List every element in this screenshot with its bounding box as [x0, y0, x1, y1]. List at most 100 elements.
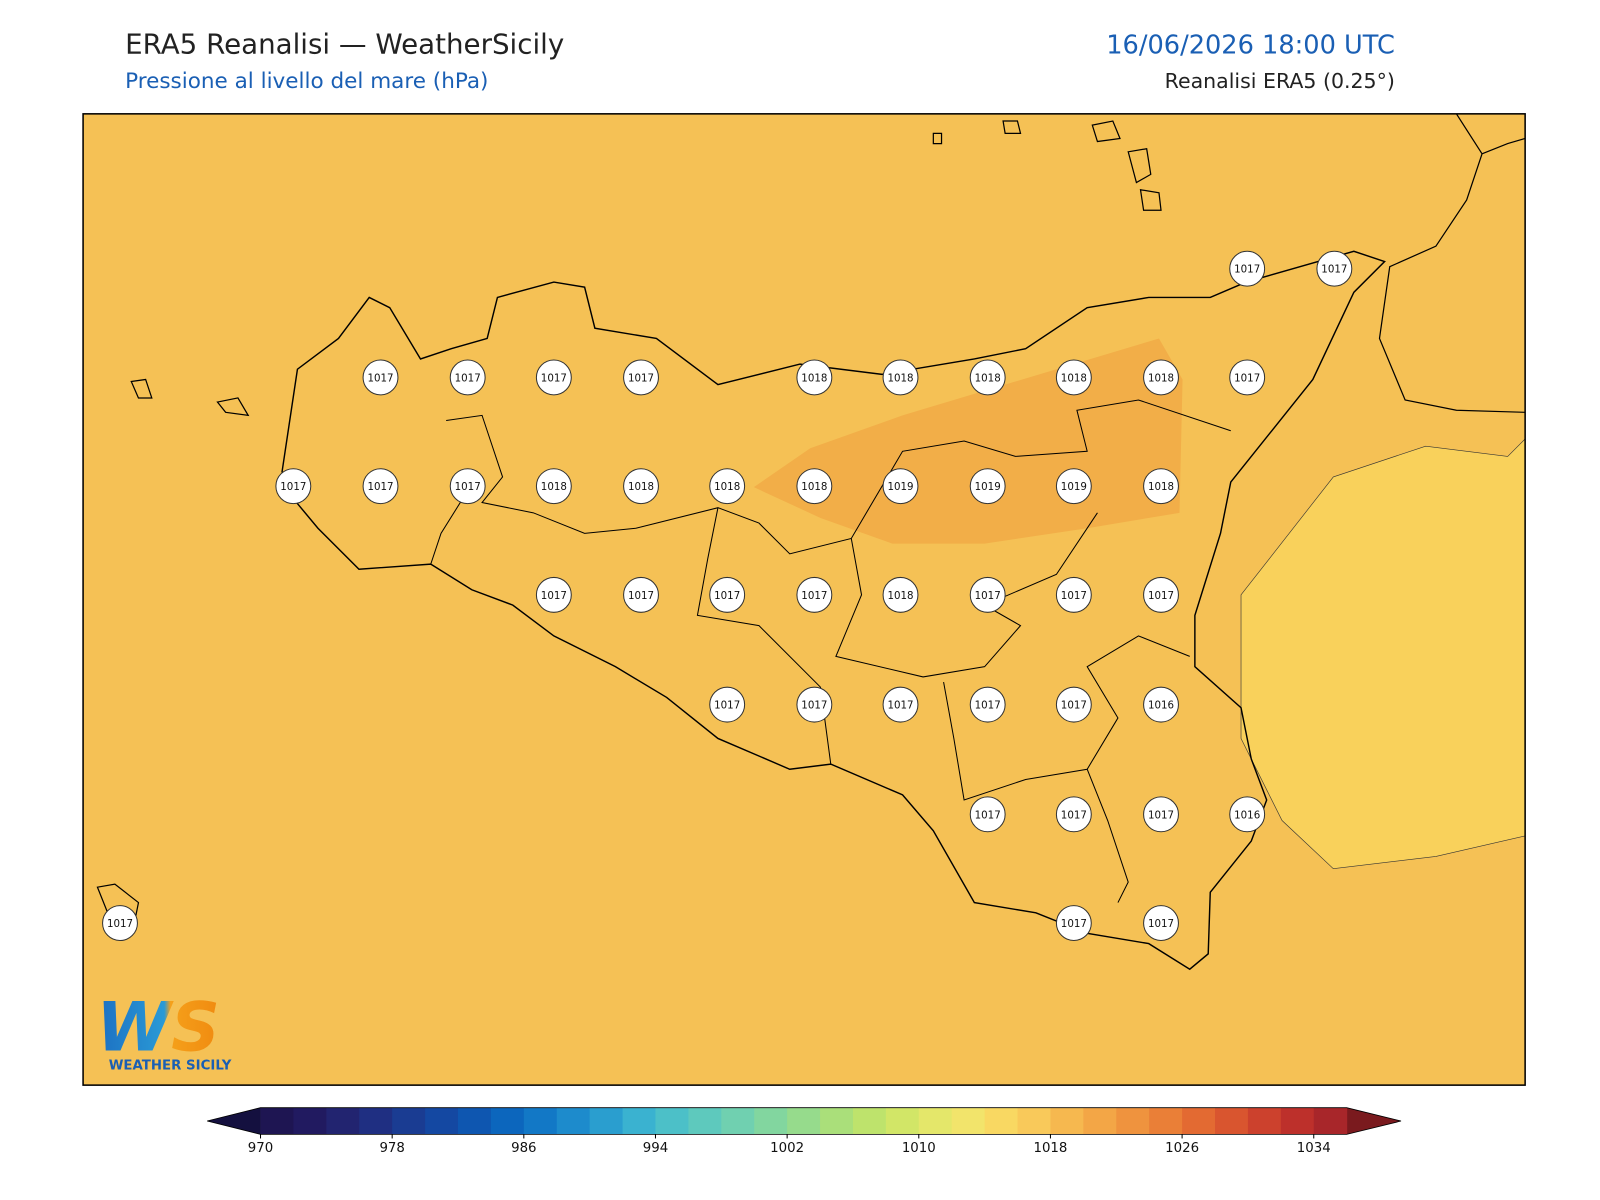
station-value: 1017: [975, 700, 1001, 712]
colorbar-segment: [1247, 1107, 1282, 1135]
colorbar-segment: [885, 1107, 920, 1135]
station-value: 1018: [887, 372, 913, 384]
colorbar-segment: [951, 1107, 986, 1135]
colorbar-tick-label: 1002: [770, 1141, 804, 1156]
colorbar-under: [207, 1107, 261, 1135]
station-value: 1018: [801, 481, 827, 493]
colorbar-segment: [1050, 1107, 1084, 1135]
station-value: 1019: [887, 481, 913, 493]
station: 1017: [969, 576, 1006, 613]
colorbar-tick-label: 994: [643, 1141, 668, 1156]
station-marker: [882, 686, 919, 723]
station-value: 1016: [1148, 700, 1174, 712]
station: 1017: [796, 686, 833, 723]
station: 1018: [535, 468, 572, 505]
map-frame: [82, 113, 1526, 1086]
station-marker: [1143, 905, 1179, 942]
station-value: 1017: [887, 700, 913, 712]
colorbar-segment: [1017, 1107, 1051, 1135]
colorbar-segment: [556, 1107, 591, 1135]
logo-text: WEATHER SICILY: [109, 1059, 232, 1074]
station-value: 1017: [1148, 590, 1174, 602]
colorbar-tick-label: 970: [248, 1141, 273, 1156]
station: 1017: [275, 468, 312, 505]
station-value: 1018: [541, 481, 567, 493]
station-value: 1017: [628, 590, 654, 602]
colorbar-segment: [490, 1107, 525, 1135]
station-marker: [1055, 905, 1092, 942]
logo: WS WEATHER SICILY: [96, 987, 231, 1073]
station-marker: [1143, 796, 1179, 833]
station-value: 1017: [455, 372, 481, 384]
station-marker: [449, 359, 486, 396]
colorbar-over: [1346, 1107, 1402, 1135]
station-marker: [449, 468, 486, 505]
station-value: 1017: [1061, 590, 1087, 602]
datetime: 16/06/2026 18:00 UTC: [1106, 30, 1395, 60]
sicily-coast: [281, 250, 1386, 971]
station: 1017: [535, 359, 572, 396]
station-marker: [1055, 686, 1092, 723]
calabria-coast: [1378, 113, 1526, 413]
station-value: 1019: [975, 481, 1001, 493]
colorbar-segment: [359, 1107, 393, 1135]
station: 1017: [623, 576, 659, 613]
small-islands: [96, 120, 1162, 919]
station-value: 1017: [541, 590, 567, 602]
station-value: 1018: [714, 481, 740, 493]
station-marker: [623, 576, 659, 613]
colorbar-segment: [622, 1107, 656, 1135]
station-marker: [709, 576, 746, 613]
station: 1017: [1229, 359, 1266, 396]
station-marker: [796, 359, 833, 396]
station-marker: [1055, 468, 1092, 505]
colorbar-tick-label: 1034: [1297, 1141, 1331, 1156]
station: 1017: [969, 686, 1006, 723]
station-value: 1017: [541, 372, 567, 384]
station-value: 1017: [1061, 809, 1087, 821]
colorbar-segment: [392, 1107, 426, 1135]
station: 1017: [362, 468, 399, 505]
station-marker: [882, 576, 919, 613]
station-value: 1017: [714, 700, 740, 712]
colorbar-segment: [754, 1107, 788, 1135]
station-marker: [882, 359, 919, 396]
station-value: 1017: [367, 372, 393, 384]
station-value: 1017: [1234, 264, 1260, 276]
colorbar-segment: [293, 1107, 327, 1135]
station: 1017: [882, 686, 919, 723]
station: 1018: [709, 468, 746, 505]
station: 1019: [1055, 468, 1092, 505]
station-value: 1017: [1061, 918, 1087, 930]
colorbar-segment: [260, 1107, 294, 1135]
station-marker: [969, 359, 1006, 396]
title: ERA5 Reanalisi — WeatherSicily: [125, 27, 564, 60]
station-marker: [969, 576, 1006, 613]
station: 1018: [882, 359, 919, 396]
station: 1017: [1055, 905, 1092, 942]
station-marker: [535, 468, 572, 505]
station-marker: [1055, 576, 1092, 613]
colorbar-segment: [425, 1107, 459, 1135]
station-marker: [1143, 576, 1179, 613]
colorbar-segment: [326, 1107, 360, 1135]
station-value: 1018: [1061, 372, 1087, 384]
station: 1017: [709, 576, 746, 613]
station-marker: [623, 468, 659, 505]
station-marker: [796, 686, 833, 723]
colorbar-segment: [523, 1107, 558, 1135]
station-marker: [102, 905, 138, 942]
station: 1017: [969, 796, 1006, 833]
station-marker: [362, 468, 399, 505]
station-value: 1017: [280, 481, 306, 493]
colorbar-segment: [1149, 1107, 1183, 1135]
station-marker: [1229, 250, 1266, 287]
source: Reanalisi ERA5 (0.25°): [1165, 69, 1395, 93]
station: 1017: [449, 359, 486, 396]
station: 1017: [1143, 905, 1179, 942]
colorbar-segment: [918, 1107, 953, 1135]
station: 1018: [1055, 359, 1092, 396]
colorbar: 970 978 986 994 1002 1010 1018 1026 1034: [207, 1107, 1402, 1156]
colorbar-segment: [457, 1107, 492, 1135]
